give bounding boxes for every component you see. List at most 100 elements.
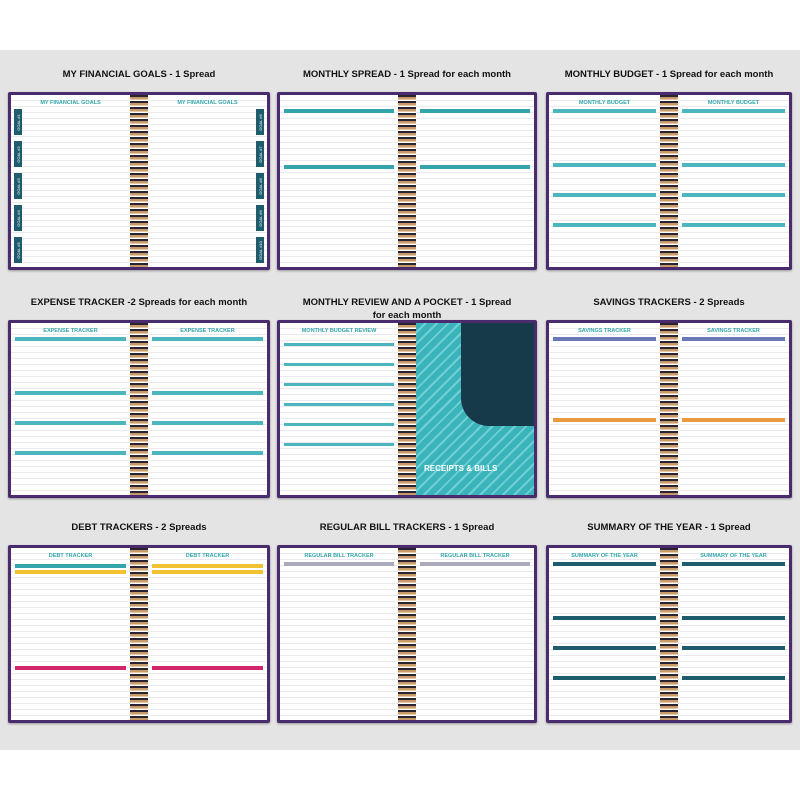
goal-tab: GOAL #1 bbox=[14, 109, 22, 135]
spread: DEBT TRACKER DEBT TRACKER bbox=[8, 545, 270, 723]
header-band bbox=[553, 562, 656, 566]
spiral-binding bbox=[130, 95, 148, 267]
caption: EXPENSE TRACKER -2 Spreads for each mont… bbox=[30, 297, 248, 308]
page-title: MY FINANCIAL GOALS bbox=[177, 100, 238, 106]
right-page: REGULAR BILL TRACKER bbox=[416, 548, 534, 720]
spiral-binding bbox=[660, 95, 678, 267]
pocket bbox=[460, 323, 534, 427]
header-band bbox=[682, 676, 785, 680]
header-band bbox=[152, 337, 263, 341]
goal-label: GOAL #2 bbox=[15, 145, 21, 163]
goal-label: GOAL #5 bbox=[15, 241, 21, 259]
header-band bbox=[15, 666, 126, 670]
header-band bbox=[682, 337, 785, 341]
left-page: REGULAR BILL TRACKER bbox=[280, 548, 398, 720]
left-page: SUMMARY OF THE YEAR bbox=[549, 548, 660, 720]
spiral-binding bbox=[398, 548, 416, 720]
header-band bbox=[553, 337, 656, 341]
band bbox=[284, 343, 394, 346]
goal-tab: GOAL #8 bbox=[256, 173, 264, 199]
page-title: EXPENSE TRACKER bbox=[43, 328, 98, 334]
header-band bbox=[152, 570, 263, 574]
spread: SUMMARY OF THE YEAR SUMMARY OF THE YEAR bbox=[546, 545, 792, 723]
caption: MONTHLY REVIEW AND A POCKET - 1 Spread f… bbox=[302, 297, 512, 321]
spiral-binding bbox=[398, 323, 416, 495]
caption: MONTHLY BUDGET - 1 Spread for each month bbox=[564, 69, 774, 80]
header-band bbox=[152, 666, 263, 670]
right-page: DEBT TRACKER bbox=[148, 548, 267, 720]
spiral-binding bbox=[660, 323, 678, 495]
header-band bbox=[152, 421, 263, 425]
goal-tab: GOAL #5 bbox=[14, 237, 22, 263]
spiral-binding bbox=[660, 548, 678, 720]
spread: MY FINANCIAL GOALS GOAL #1 GOAL #2 GOAL #3 G… bbox=[8, 92, 270, 270]
header-band bbox=[682, 223, 785, 227]
goal-label: GOAL #3 bbox=[15, 177, 21, 195]
header-band bbox=[682, 562, 785, 566]
spread bbox=[277, 92, 537, 270]
header-band bbox=[152, 564, 263, 568]
goal-label: GOAL #10 bbox=[257, 240, 263, 260]
page-title: MONTHLY BUDGET REVIEW bbox=[301, 328, 377, 334]
band bbox=[284, 403, 394, 406]
header-band bbox=[284, 562, 394, 566]
header-band bbox=[15, 391, 126, 395]
header-band bbox=[284, 109, 394, 113]
caption: SAVINGS TRACKERS - 2 Spreads bbox=[593, 297, 745, 308]
goal-tab: GOAL #9 bbox=[256, 205, 264, 231]
page-title: SUMMARY OF THE YEAR bbox=[700, 553, 767, 559]
right-page bbox=[416, 95, 534, 267]
goal-tab: GOAL #7 bbox=[256, 141, 264, 167]
page-title: REGULAR BILL TRACKER bbox=[304, 553, 374, 559]
spread: REGULAR BILL TRACKER REGULAR BILL TRACKER bbox=[277, 545, 537, 723]
spiral-binding bbox=[398, 95, 416, 267]
header-band bbox=[553, 646, 656, 650]
header-band bbox=[15, 564, 126, 568]
left-page: SAVINGS TRACKER bbox=[549, 323, 660, 495]
header-band bbox=[682, 646, 785, 650]
header-band bbox=[15, 451, 126, 455]
header-band bbox=[15, 337, 126, 341]
right-page: RECEIPTS & BILLS bbox=[416, 323, 534, 495]
spread: SAVINGS TRACKER SAVINGS TRACKER bbox=[546, 320, 792, 498]
spiral-binding bbox=[130, 548, 148, 720]
spread: MONTHLY BUDGET MONTHLY BUDGET bbox=[546, 92, 792, 270]
page-title: MY FINANCIAL GOALS bbox=[40, 100, 101, 106]
page-title: DEBT TRACKER bbox=[185, 553, 230, 559]
goal-label: GOAL #8 bbox=[257, 177, 263, 195]
header-band bbox=[682, 109, 785, 113]
goal-label: GOAL #1 bbox=[15, 113, 21, 131]
page-title: SAVINGS TRACKER bbox=[707, 328, 760, 334]
header-band bbox=[420, 109, 530, 113]
header-band bbox=[420, 562, 530, 566]
header-band bbox=[682, 418, 785, 422]
band bbox=[284, 443, 394, 446]
spread: MONTHLY BUDGET REVIEW RECEIPTS & BILLS bbox=[277, 320, 537, 498]
caption: REGULAR BILL TRACKERS - 1 Spread bbox=[319, 522, 495, 533]
right-page: SUMMARY OF THE YEAR bbox=[678, 548, 789, 720]
header-band bbox=[553, 223, 656, 227]
caption: DEBT TRACKERS - 2 Spreads bbox=[71, 522, 207, 533]
left-page: MONTHLY BUDGET bbox=[549, 95, 660, 267]
left-page: MY FINANCIAL GOALS GOAL #1 GOAL #2 GOAL #3 G… bbox=[11, 95, 130, 267]
goal-label: GOAL #4 bbox=[15, 209, 21, 227]
right-page: MONTHLY BUDGET bbox=[678, 95, 789, 267]
header-band bbox=[553, 616, 656, 620]
goal-label: GOAL #9 bbox=[257, 209, 263, 227]
caption: MONTHLY SPREAD - 1 Spread for each month bbox=[303, 69, 511, 80]
page-title: EXPENSE TRACKER bbox=[180, 328, 235, 334]
left-page bbox=[280, 95, 398, 267]
goal-tab: GOAL #4 bbox=[14, 205, 22, 231]
caption: SUMMARY OF THE YEAR - 1 Spread bbox=[587, 522, 751, 533]
header-band bbox=[553, 676, 656, 680]
header-band bbox=[682, 193, 785, 197]
page-title: SUMMARY OF THE YEAR bbox=[571, 553, 638, 559]
header-band bbox=[682, 616, 785, 620]
page-title: SAVINGS TRACKER bbox=[578, 328, 631, 334]
left-page: MONTHLY BUDGET REVIEW bbox=[280, 323, 398, 495]
header-band bbox=[553, 109, 656, 113]
header-band bbox=[420, 165, 530, 169]
page-title: MONTHLY BUDGET bbox=[707, 100, 760, 106]
page-title: MONTHLY BUDGET bbox=[578, 100, 631, 106]
